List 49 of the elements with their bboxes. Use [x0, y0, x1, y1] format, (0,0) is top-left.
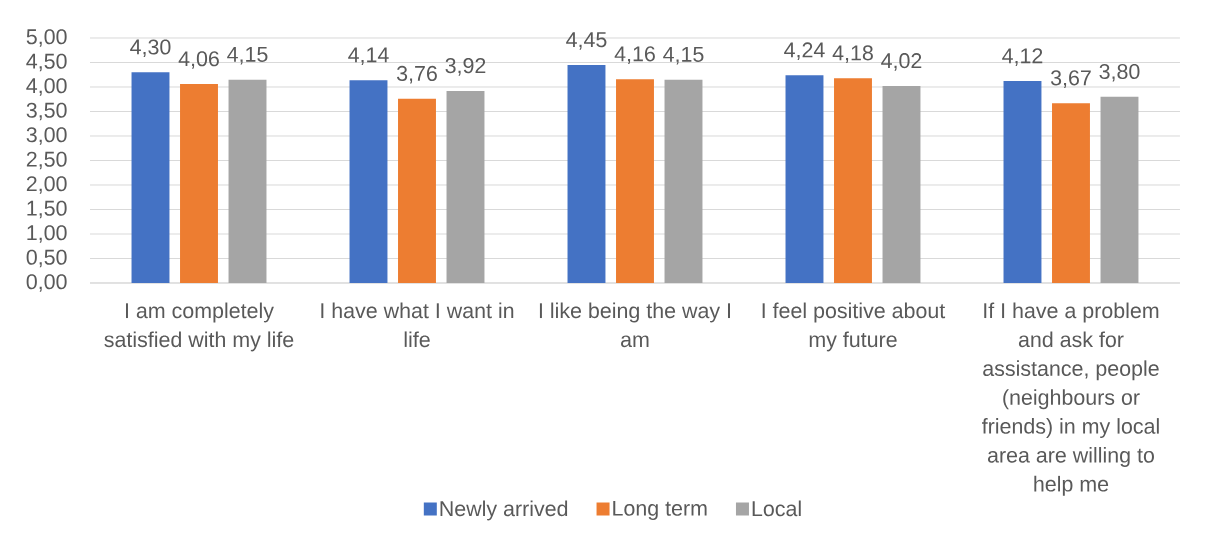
y-tick-label: 5,00: [26, 29, 67, 47]
bar: [1100, 96, 1139, 283]
data-label: 4,45: [566, 32, 607, 50]
data-label: 4,06: [178, 51, 219, 69]
data-label: 4,12: [1002, 48, 1043, 66]
bar: [1052, 103, 1090, 283]
data-label: 4,18: [832, 45, 873, 63]
data-label: 4,02: [881, 53, 922, 71]
bar: [446, 90, 485, 283]
data-label: 3,76: [396, 65, 437, 84]
bar: [1003, 81, 1042, 283]
x-tick-label: I am completely satisfied with my life: [104, 302, 294, 352]
bar: [180, 84, 218, 283]
y-tick-label: 1,50: [27, 200, 67, 219]
y-tick-label: 4,00: [26, 78, 67, 96]
data-label: 4,24: [784, 42, 825, 61]
data-label: 3,92: [445, 58, 486, 76]
legend-label: Local: [752, 500, 801, 517]
data-label: 4,14: [348, 47, 389, 65]
data-label: 4,16: [614, 46, 655, 64]
bar: [349, 80, 388, 283]
data-label: 3,67: [1050, 70, 1091, 88]
bar: [398, 98, 436, 283]
data-label: 3,80: [1099, 63, 1140, 82]
bar: [785, 75, 824, 283]
y-tick-label: 3,50: [26, 102, 67, 121]
bar: [228, 79, 267, 283]
y-tick-label: 2,00: [26, 176, 67, 194]
data-label: 4,15: [227, 46, 268, 65]
bar: [834, 78, 872, 283]
y-tick-label: 1,00: [27, 225, 67, 243]
x-tick-label: I have what I want in life: [321, 302, 514, 348]
y-tick-label: 3,00: [26, 127, 67, 145]
bar: [131, 72, 170, 283]
bar: [616, 79, 654, 283]
data-label: 4,15: [663, 46, 704, 65]
bar: [567, 64, 606, 283]
y-tick-label: 2,50: [26, 151, 67, 170]
y-tick-label: 0,00: [26, 274, 67, 292]
x-tick-label: I like being the way I am: [539, 302, 731, 348]
legend-label: Newly arrived: [440, 500, 568, 521]
data-label: 4,30: [130, 39, 171, 58]
x-tick-label: If I have a problem and ask for assistance, people (neighbours or friends) in my local area are willing to help me: [982, 302, 1159, 496]
y-tick-label: 0,50: [26, 249, 67, 268]
x-tick-label: I feel positive about my future: [762, 302, 946, 352]
bar: [664, 79, 703, 283]
legend-label: Long term: [613, 500, 707, 521]
y-tick-label: 4,50: [26, 53, 67, 72]
bar: [882, 86, 921, 283]
